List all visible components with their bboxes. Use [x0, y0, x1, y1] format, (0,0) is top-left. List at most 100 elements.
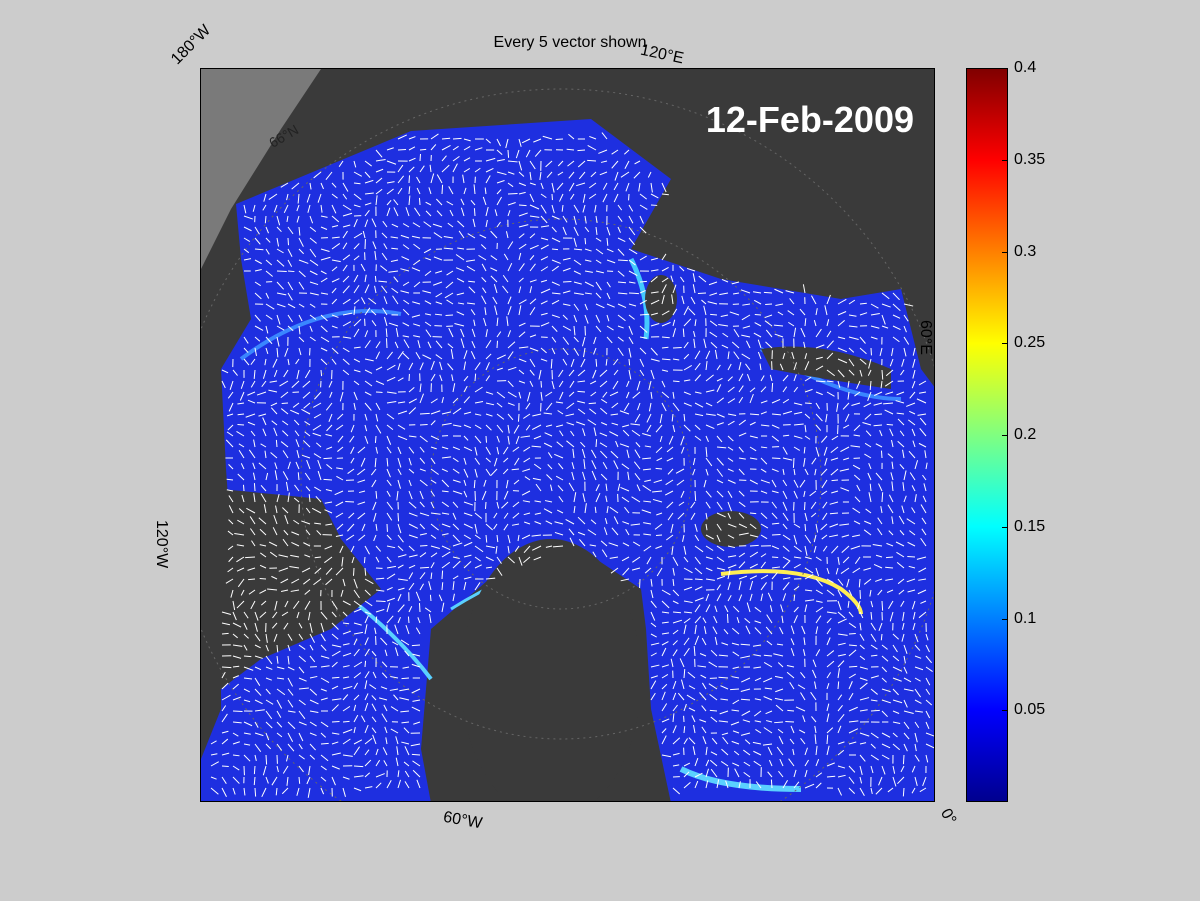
velocity-vector	[859, 697, 870, 701]
velocity-vector	[714, 605, 718, 613]
velocity-vector	[760, 386, 767, 393]
velocity-vector	[664, 490, 674, 496]
velocity-vector	[914, 494, 917, 503]
velocity-vector	[731, 709, 740, 712]
velocity-vector	[584, 226, 590, 233]
velocity-vector	[815, 523, 819, 533]
velocity-vector	[547, 464, 553, 470]
velocity-vector	[903, 688, 914, 692]
velocity-vector	[676, 479, 685, 486]
velocity-vector	[463, 534, 471, 540]
velocity-vector	[789, 738, 795, 745]
velocity-vector	[543, 412, 553, 415]
velocity-vector	[859, 754, 866, 762]
velocity-vector	[408, 501, 417, 509]
velocity-vector	[221, 694, 231, 701]
velocity-vector	[777, 728, 784, 734]
velocity-vector	[650, 600, 657, 609]
velocity-vector	[683, 647, 690, 657]
velocity-vector	[694, 424, 701, 431]
velocity-vector	[360, 297, 366, 305]
velocity-vector	[424, 607, 432, 613]
velocity-vector	[316, 530, 322, 536]
velocity-vector	[804, 388, 813, 393]
velocity-vector	[705, 759, 710, 767]
velocity-vector	[441, 164, 450, 173]
velocity-vector	[870, 611, 873, 620]
velocity-vector	[353, 391, 358, 401]
velocity-vector	[221, 713, 228, 723]
velocity-vector	[622, 521, 630, 525]
velocity-vector	[815, 380, 826, 383]
velocity-vector	[246, 507, 256, 514]
velocity-vector	[507, 171, 515, 175]
velocity-vector	[828, 534, 839, 538]
velocity-vector	[582, 204, 586, 213]
velocity-vector	[518, 182, 526, 187]
velocity-vector	[443, 236, 454, 239]
velocity-vector	[857, 600, 861, 610]
velocity-vector	[705, 350, 711, 360]
velocity-vector	[294, 484, 300, 492]
velocity-vector	[809, 490, 817, 497]
velocity-vector	[373, 512, 377, 522]
velocity-vector	[353, 775, 364, 778]
velocity-vector	[891, 347, 894, 356]
velocity-vector	[702, 617, 707, 624]
velocity-vector	[303, 402, 311, 409]
velocity-vector	[595, 484, 600, 492]
velocity-vector	[859, 732, 870, 737]
velocity-vector	[804, 424, 807, 433]
velocity-vector	[584, 270, 593, 273]
velocity-vector	[287, 270, 295, 273]
velocity-vector	[821, 479, 828, 489]
velocity-vector	[760, 534, 768, 540]
velocity-vector	[661, 611, 670, 614]
velocity-vector	[600, 450, 608, 459]
velocity-vector	[302, 391, 311, 399]
velocity-vector	[576, 421, 586, 426]
velocity-vector	[326, 464, 333, 470]
velocity-vector	[422, 290, 432, 294]
velocity-vector	[276, 655, 279, 664]
velocity-vector	[375, 158, 386, 162]
velocity-vector	[881, 699, 891, 704]
velocity-vector	[804, 534, 812, 544]
velocity-vector	[671, 413, 674, 422]
velocity-vector	[364, 192, 374, 195]
velocity-vector	[496, 149, 503, 155]
velocity-vector	[375, 782, 382, 789]
velocity-vector	[716, 446, 727, 449]
velocity-vector	[460, 328, 465, 338]
velocity-vector	[617, 270, 625, 277]
velocity-vector	[727, 564, 737, 569]
velocity-vector	[725, 780, 729, 789]
velocity-vector	[287, 492, 290, 503]
velocity-vector	[617, 259, 628, 262]
velocity-vector	[633, 171, 641, 179]
velocity-vector	[320, 644, 327, 652]
velocity-vector	[621, 556, 630, 562]
velocity-vector	[309, 732, 317, 737]
velocity-vector	[705, 768, 710, 778]
velocity-vector	[546, 171, 553, 178]
velocity-vector	[404, 746, 410, 756]
velocity-vector	[872, 543, 883, 547]
velocity-vector	[264, 215, 267, 224]
velocity-vector	[419, 435, 428, 443]
velocity-vector	[408, 606, 413, 613]
velocity-vector	[534, 500, 542, 503]
velocity-vector	[716, 545, 725, 552]
velocity-vector	[790, 648, 795, 657]
velocity-vector	[276, 699, 283, 709]
velocity-vector	[659, 413, 663, 424]
velocity-vector	[815, 600, 823, 603]
velocity-vector	[313, 578, 322, 586]
velocity-vector	[892, 699, 903, 704]
velocity-vector	[680, 435, 685, 446]
vector-field	[210, 132, 934, 798]
velocity-vector	[914, 732, 918, 743]
velocity-vector	[430, 410, 441, 415]
velocity-vector	[914, 677, 921, 682]
velocity-vector	[694, 772, 703, 778]
